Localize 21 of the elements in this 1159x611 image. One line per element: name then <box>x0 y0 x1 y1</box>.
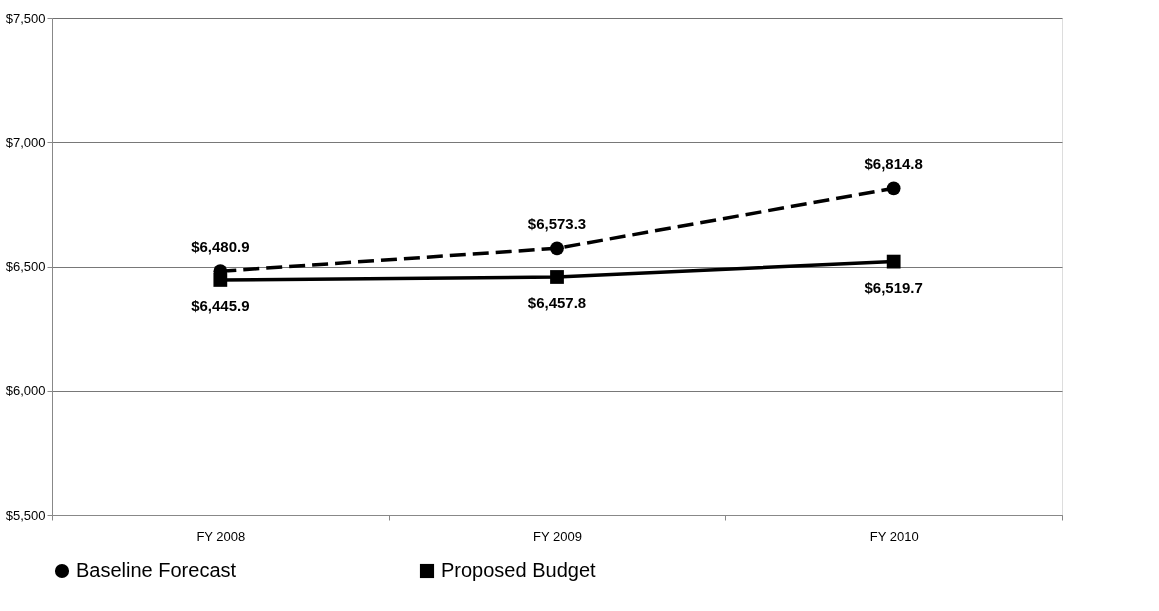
x-tick-label: FY 2009 <box>533 528 582 544</box>
y-tick-label: $6,000 <box>5 383 46 399</box>
y-tick-label: $6,500 <box>5 259 46 274</box>
legend-label: Proposed Budget <box>441 559 596 581</box>
point <box>213 273 228 287</box>
point <box>886 254 901 269</box>
data-label: $6,445.9 <box>191 296 250 314</box>
point <box>886 181 901 196</box>
data-label: $6,519.7 <box>864 278 923 296</box>
point <box>550 241 564 256</box>
x-tick-label: FY 2008 <box>196 528 246 544</box>
data-label: $6,480.9 <box>191 238 250 256</box>
point <box>550 270 564 284</box>
data-label: $6,573.3 <box>527 215 587 233</box>
y-tick-label: $5,500 <box>5 507 46 523</box>
data-label: $6,814.8 <box>864 155 923 173</box>
data-label: $6,457.8 <box>527 293 587 311</box>
legend-label: Baseline Forecast <box>76 559 237 581</box>
y-tick-label: $7,000 <box>5 134 46 150</box>
y-tick-label: $7,500 <box>5 10 46 26</box>
x-tick-label: FY 2010 <box>869 528 919 544</box>
